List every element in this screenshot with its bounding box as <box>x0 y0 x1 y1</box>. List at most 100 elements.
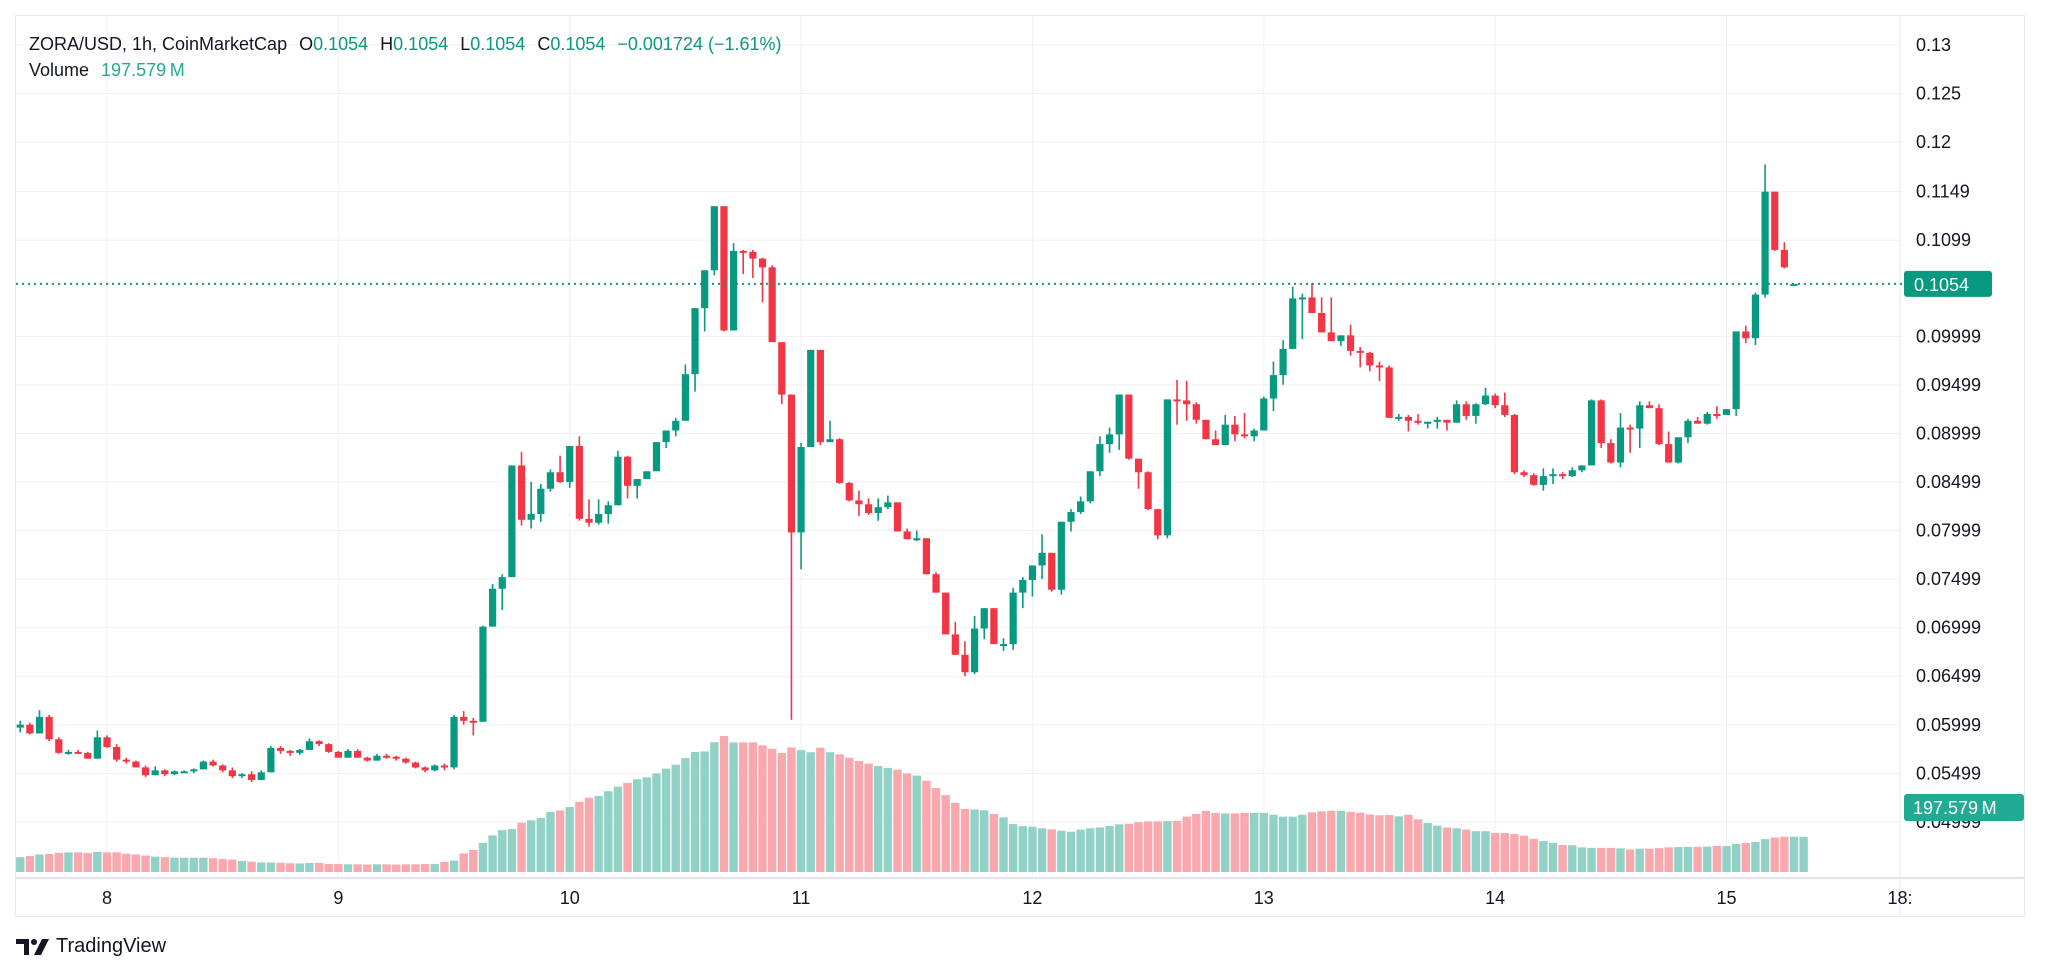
candle-body <box>373 755 381 761</box>
candle-up <box>604 501 612 524</box>
candle-down <box>45 714 53 742</box>
candle-body <box>990 608 998 645</box>
candle-up <box>1298 293 1306 340</box>
candle-down <box>402 757 410 764</box>
volume-bar <box>1153 821 1162 872</box>
candle-body <box>1433 419 1441 422</box>
candle-body <box>1751 294 1760 339</box>
volume-bar <box>1182 816 1191 872</box>
tradingview-branding[interactable]: TradingView <box>16 935 166 958</box>
candle-body <box>1530 475 1538 485</box>
candle-up <box>662 430 670 448</box>
candle-body <box>421 767 429 771</box>
volume-bar <box>1539 840 1548 872</box>
close-label: C <box>537 34 551 54</box>
candle-up <box>874 498 882 521</box>
candle-up <box>1221 414 1229 446</box>
volume-bar <box>1799 836 1808 872</box>
volume-bar <box>642 777 652 872</box>
price-axis[interactable]: 0.13 0.125 0.12 0.1149 0.1099 0.09999 0.09499 0… <box>1916 35 1981 832</box>
candle-body <box>132 761 140 768</box>
candle-up <box>1067 509 1075 532</box>
volume-bar <box>1192 813 1201 872</box>
candle-down <box>836 438 844 484</box>
volume-bar <box>970 809 979 872</box>
candle-body <box>431 765 439 771</box>
candle-body <box>517 465 526 520</box>
volume-bar <box>420 864 430 872</box>
candle-body <box>797 446 805 533</box>
candle-body <box>363 757 371 761</box>
candle-body <box>1481 395 1490 405</box>
volume-bar <box>1346 811 1355 872</box>
candle-body <box>344 750 352 758</box>
candle-down <box>1212 430 1220 446</box>
candle-down <box>1491 393 1499 409</box>
y-tick-label: 0.08499 <box>1916 472 1981 492</box>
time-axis[interactable]: 8 9 10 11 12 13 14 15 18: <box>102 888 1913 908</box>
volume-bar <box>1356 812 1365 872</box>
candle-body <box>122 759 130 762</box>
volume-bar <box>35 854 44 872</box>
candle-down <box>161 769 169 777</box>
candle-body <box>113 747 121 760</box>
volume-bar <box>1413 819 1423 872</box>
candle-body <box>1375 365 1384 368</box>
candle-body <box>537 488 545 514</box>
candle-body <box>1713 413 1721 416</box>
volume-bar <box>893 769 902 872</box>
volume-bar <box>64 852 73 872</box>
candle-down <box>1202 419 1210 440</box>
candle-body <box>614 456 622 506</box>
candle-up <box>257 770 265 781</box>
candle-down <box>421 766 429 773</box>
volume-bar <box>1095 827 1105 872</box>
high-value: 0.1054 <box>393 34 449 54</box>
candle-body <box>1173 399 1181 402</box>
candle-up <box>1568 467 1576 478</box>
volume-bar <box>806 752 815 872</box>
volume-bar <box>1597 847 1606 872</box>
candle-down <box>1742 325 1750 344</box>
low-label: L <box>460 34 471 54</box>
candle-up <box>508 465 516 578</box>
candle-up <box>913 530 921 542</box>
candle-body <box>836 439 844 483</box>
volume-bar <box>1471 831 1481 872</box>
y-tick-label: 0.09499 <box>1916 375 1981 395</box>
candle-body <box>633 479 641 486</box>
volume-bar <box>1481 831 1490 872</box>
volume-bar <box>999 817 1008 872</box>
candle-body <box>1279 348 1287 376</box>
volume-bar <box>122 853 131 872</box>
volume-label[interactable]: Volume <box>29 60 90 80</box>
volume-bar <box>266 862 276 872</box>
volume-bar <box>951 802 960 872</box>
volume-bar <box>1693 846 1702 872</box>
candle-body <box>758 258 767 268</box>
candle-down <box>122 757 130 764</box>
candle-down <box>219 764 227 773</box>
candle-body <box>845 482 853 501</box>
volume-bar <box>739 742 748 872</box>
candle-down <box>1520 470 1528 478</box>
symbol-title[interactable]: ZORA/USD, 1h, CoinMarketCap <box>29 34 288 54</box>
candle-body <box>1424 421 1432 424</box>
candle-body <box>816 349 824 443</box>
candle-body <box>1163 399 1171 536</box>
volume-bar <box>1115 824 1124 872</box>
candle-down <box>276 746 285 754</box>
volume-bar <box>73 852 83 872</box>
volume-bar <box>1500 833 1509 872</box>
candle-up <box>1086 471 1094 504</box>
candle-body <box>1346 335 1355 351</box>
candle-down <box>325 743 333 753</box>
candle-body <box>691 308 699 375</box>
volume-bar <box>1124 823 1134 872</box>
candle-up <box>1453 400 1461 423</box>
candle-down <box>845 481 853 502</box>
candle-body <box>595 513 603 523</box>
volume-bar <box>1066 831 1076 872</box>
close-value: 0.1054 <box>550 34 606 54</box>
